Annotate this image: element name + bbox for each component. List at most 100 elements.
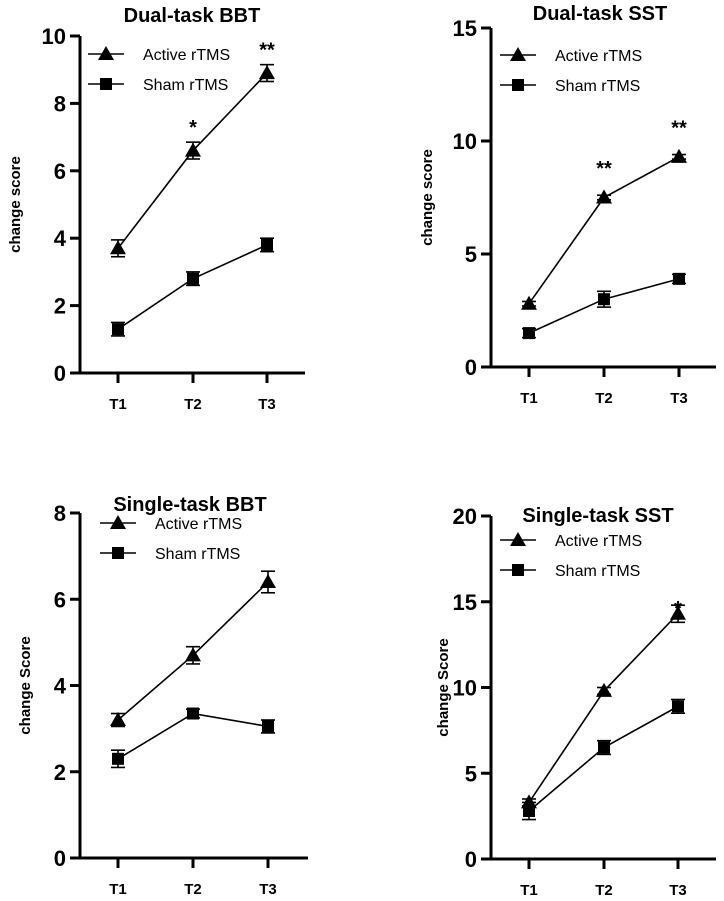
x-tick-label: T1 <box>520 882 538 899</box>
data-point-triangle <box>671 148 687 163</box>
chart-panel-1: Dual-task BBT 0 2 4 6 8 10 T1 T2 T3 change score Ac… <box>7 5 305 413</box>
series-sham <box>522 272 686 340</box>
y-tick-label: 0 <box>54 361 66 386</box>
data-point-square <box>112 752 124 765</box>
chart-panel-4: Single-task SST 0 5 10 15 20 T1 T2 T3 change Scor… <box>435 504 716 899</box>
data-point-triangle <box>185 142 201 157</box>
y-tick-label: 10 <box>42 24 66 49</box>
data-point-square <box>187 272 199 285</box>
y-tick-label: 4 <box>54 674 67 699</box>
significance-marker: ** <box>671 118 687 140</box>
x-tick-label: T2 <box>595 390 613 407</box>
data-point-triangle <box>521 794 537 809</box>
x-tick-label: T3 <box>669 882 687 899</box>
x-tick-label: T3 <box>670 390 688 407</box>
y-tick-label: 0 <box>54 846 66 871</box>
data-point-triangle <box>260 574 276 588</box>
legend-label: Active rTMS <box>143 47 230 64</box>
y-tick-label: 6 <box>54 159 66 184</box>
series-line <box>117 244 268 330</box>
x-tick-label: T1 <box>520 390 538 407</box>
data-point-square <box>523 804 535 817</box>
y-tick-label: 0 <box>465 355 477 380</box>
legend: Active rTMS Sham rTMS <box>500 532 642 580</box>
y-tick-label: 0 <box>465 847 477 872</box>
y-tick-label: 8 <box>54 91 66 116</box>
legend-marker-triangle <box>510 532 526 546</box>
chart-title: Dual-task BBT <box>124 5 261 27</box>
legend-label: Sham rTMS <box>155 546 240 563</box>
legend-label: Sham rTMS <box>555 563 640 580</box>
legend-marker-square <box>112 547 124 559</box>
data-point-square <box>112 323 124 336</box>
legend-marker-triangle <box>98 46 114 60</box>
y-tick-label: 2 <box>54 294 66 319</box>
significance-marker: ** <box>596 158 612 180</box>
legend-label: Active rTMS <box>555 48 642 65</box>
legend: Active rTMS Sham rTMS <box>500 47 642 95</box>
data-point-triangle <box>521 295 537 310</box>
data-point-square <box>672 700 684 713</box>
legend: Active rTMS Sham rTMS <box>100 515 242 563</box>
chart-panel-3: Single-task BBT 0 2 4 6 8 T1 T2 T3 change Score Ac… <box>17 494 308 898</box>
chart-title: Dual-task SST <box>533 3 667 25</box>
data-point-triangle <box>259 65 275 80</box>
y-tick-label: 20 <box>453 504 477 529</box>
data-point-square <box>673 272 685 285</box>
legend-marker-square <box>100 78 112 90</box>
y-tick-label: 15 <box>453 16 477 41</box>
x-tick-label: T2 <box>595 882 613 899</box>
chart-title: Single-task BBT <box>113 494 266 516</box>
y-axis-label: change score <box>7 156 24 253</box>
series-line <box>528 705 679 812</box>
x-tick-label: T2 <box>184 396 202 413</box>
legend: Active rTMS Sham rTMS <box>88 46 230 94</box>
data-point-triangle <box>596 682 612 697</box>
legend-label: Sham rTMS <box>555 78 640 95</box>
data-point-square <box>598 741 610 754</box>
y-tick-label: 10 <box>453 129 477 154</box>
data-point-triangle <box>110 240 126 255</box>
x-tick-label: T3 <box>258 396 276 413</box>
legend-marker-triangle <box>110 515 126 529</box>
series-line <box>528 613 679 803</box>
data-point-triangle <box>185 647 201 662</box>
data-point-square <box>261 238 273 251</box>
series-active <box>110 570 276 728</box>
series-sham <box>522 698 685 821</box>
y-tick-label: 5 <box>465 242 477 267</box>
chart-title: Single-task SST <box>522 505 673 527</box>
series-active <box>521 148 687 310</box>
x-tick-label: T2 <box>184 881 202 898</box>
y-tick-label: 5 <box>465 761 477 786</box>
x-tick-label: T3 <box>259 881 277 898</box>
data-point-triangle <box>110 712 126 726</box>
series-line <box>117 72 268 249</box>
significance-marker: * <box>674 598 682 620</box>
y-tick-label: 4 <box>54 226 67 251</box>
legend-label: Active rTMS <box>155 516 242 533</box>
data-point-square <box>598 293 610 306</box>
series-active <box>521 604 686 809</box>
significance-marker: * <box>189 117 197 139</box>
series-sham <box>111 237 274 337</box>
data-point-square <box>187 707 199 720</box>
y-tick-label: 15 <box>453 590 477 615</box>
legend-label: Sham rTMS <box>143 77 228 94</box>
y-tick-label: 8 <box>54 501 66 526</box>
data-point-square <box>262 720 274 733</box>
data-point-triangle <box>596 189 612 204</box>
chart-panel-2: Dual-task SST 0 5 10 15 T1 T2 T3 change score Act… <box>419 3 716 407</box>
x-tick-label: T1 <box>109 396 127 413</box>
series-sham <box>111 707 275 769</box>
legend-label: Active rTMS <box>555 533 642 550</box>
x-tick-label: T1 <box>109 881 127 898</box>
legend-marker-triangle <box>510 47 526 61</box>
series-line <box>117 712 269 760</box>
y-axis-label: change Score <box>435 638 452 736</box>
legend-marker-square <box>512 79 524 91</box>
series-active <box>110 63 275 258</box>
y-tick-label: 2 <box>54 760 66 785</box>
y-axis-label: change score <box>419 149 436 246</box>
